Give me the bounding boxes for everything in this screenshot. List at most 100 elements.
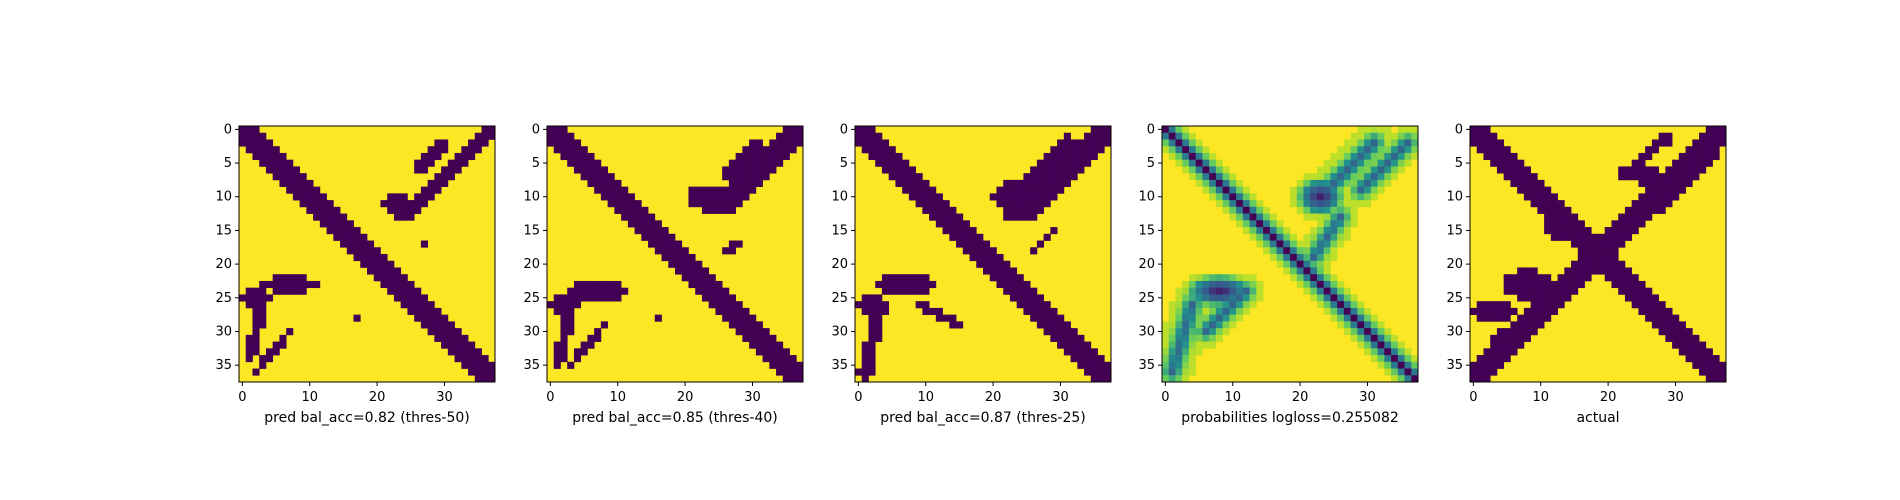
heatmap-cell [607,186,615,194]
heatmap-cell [1323,179,1331,187]
heatmap-cell [1544,294,1552,302]
heatmap-cell [1337,213,1345,221]
heatmap-cell [1202,159,1210,167]
heatmap-cells [239,126,496,383]
heatmap-cell [560,294,568,302]
heatmap-cell [1645,287,1653,295]
heatmap-cell [353,233,361,241]
heatmap-cell [447,166,455,174]
heatmap-cell [1604,240,1612,248]
heatmap-cell [319,193,327,201]
heatmap-cell [614,287,622,295]
heatmap-cell [393,213,402,221]
heatmap-cell [922,274,930,282]
heatmap-cell [587,294,595,302]
heatmap-cell [299,274,307,282]
heatmap-cell [1645,307,1653,315]
heatmap-cell [861,307,869,315]
heatmap-cell [252,334,260,342]
heatmap-cell [1350,173,1358,181]
heatmap-cell [735,240,743,248]
heatmap-cell [1330,159,1338,167]
heatmap-cell [553,348,561,356]
heatmap-cell [1377,341,1385,349]
heatmap-cell [1557,206,1565,214]
heatmap-cell [861,146,869,154]
heatmap-cell [1665,321,1673,329]
heatmap-cell [782,132,790,140]
heatmap-cell [881,152,890,161]
heatmap-cell [580,159,588,167]
heatmap-cell [935,200,943,208]
heatmap-cell [1168,146,1176,154]
heatmap-cell [1665,314,1673,322]
heatmap-cell [1503,274,1511,282]
heatmap-cell [708,200,716,208]
heatmap-cell [1043,186,1051,194]
heatmap-cell [259,314,267,322]
heatmap-cell [1357,186,1365,194]
heatmap-cell [387,193,395,201]
heatmap-cell [1104,139,1112,147]
heatmap-cell [1350,334,1358,342]
heatmap-cell [286,179,294,187]
heatmap-cell [1182,294,1190,302]
heatmap-cell [1195,307,1203,315]
heatmap-cell [319,213,327,221]
heatmap-cell [441,166,449,174]
heatmap-cell [902,173,910,181]
heatmap-cell [1645,146,1653,154]
heatmap-cell [1411,146,1419,154]
heatmap-cell [976,240,984,248]
heatmap-cell [1202,173,1210,181]
heatmap-cell [560,139,568,147]
heatmap-cell [956,321,964,329]
heatmap-cell [1510,274,1518,282]
heatmap-cell [1645,179,1653,187]
heatmap-cell [1050,173,1058,181]
heatmap-cell [306,193,314,201]
heatmap-cell [1016,206,1024,214]
heatmap-cell [1364,321,1372,329]
heatmap-cell [1175,126,1183,134]
heatmap-cell [868,355,876,363]
heatmap-cell [600,287,608,295]
heatmap-cell [1175,328,1183,336]
heatmap-cell [587,280,595,289]
heatmap-cell [621,200,629,208]
heatmap-cell [1043,173,1051,181]
heatmap-cell [400,294,408,302]
heatmap-cell [567,301,575,309]
heatmap-cell [1182,159,1190,167]
heatmap-cell [1577,260,1585,268]
heatmap-cell [1310,280,1318,289]
heatmap-cell [1503,341,1511,349]
heatmap-cell [1672,328,1680,336]
heatmap-cell [949,321,957,329]
heatmap-cell [868,307,876,315]
heatmap-cell [861,301,869,309]
heatmap-cell [1719,368,1727,376]
heatmap-cell [868,321,876,329]
heatmap-cell [762,334,770,342]
heatmap-cell [1236,206,1244,214]
heatmap-cell [1658,200,1666,208]
heatmap-cell [1043,314,1051,322]
heatmap-cell [1168,126,1176,134]
heatmap-cell [1168,301,1176,309]
heatmap-cell [567,294,575,302]
heatmap-cell [1323,173,1331,181]
heatmap-cell [353,314,361,322]
heatmap-cell [1530,193,1538,201]
heatmap-cell [1016,287,1024,295]
heatmap-cell [299,193,307,201]
heatmap-cell [1364,307,1372,315]
heatmap-cell [962,220,970,228]
heatmap-cell [367,247,375,255]
heatmap-cell [1712,152,1720,161]
heatmap-cell [1550,213,1558,221]
heatmap-cell [1310,254,1318,262]
heatmap-cell [1070,334,1078,342]
heatmap-cell [1330,206,1338,214]
heatmap-cell [245,146,253,154]
